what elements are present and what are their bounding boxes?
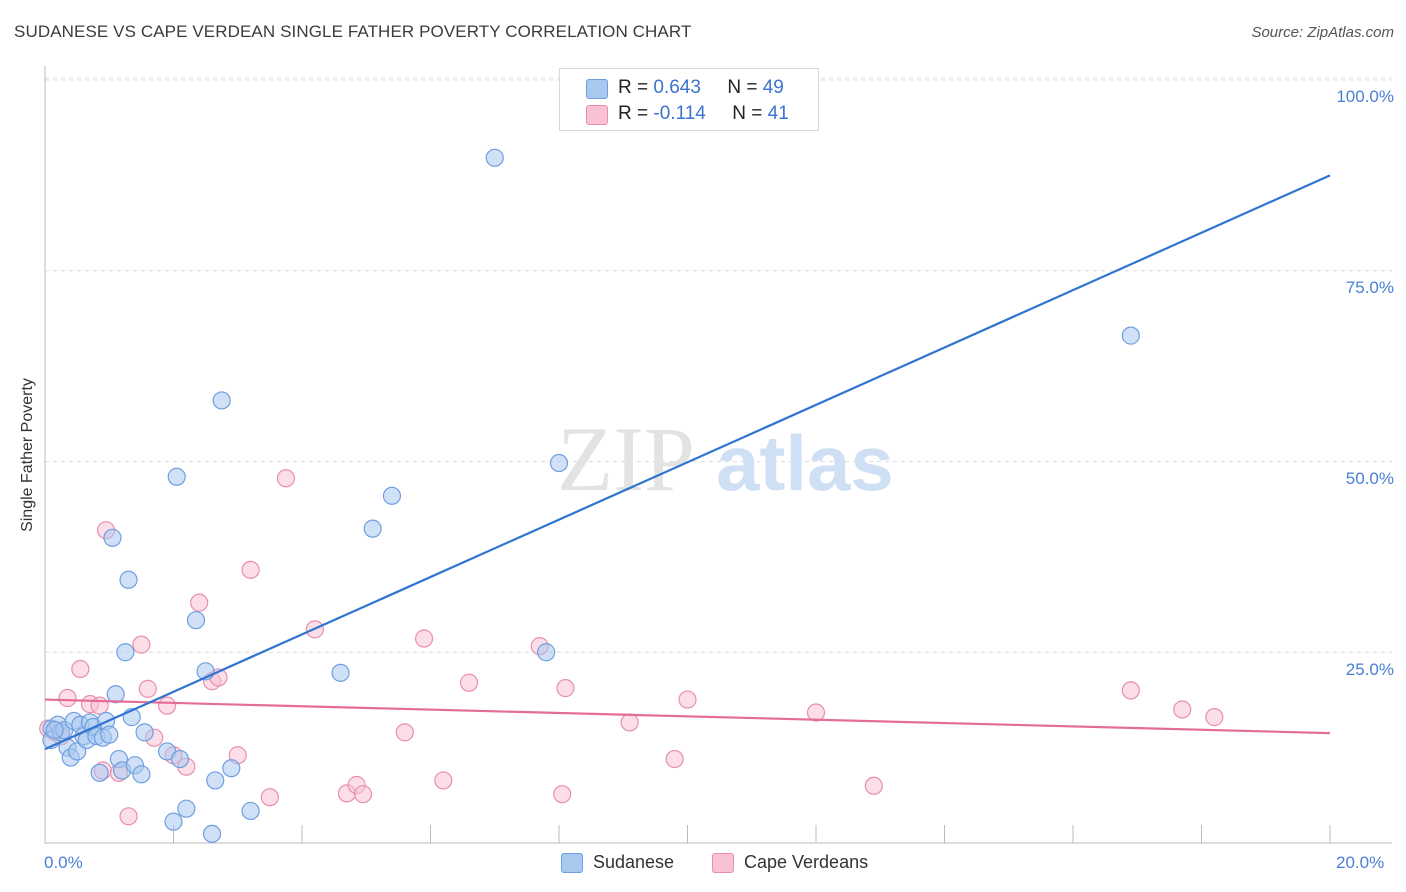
sudanese-point — [167, 467, 186, 486]
cape-verdean-point — [260, 788, 279, 807]
cape-verdean-point — [414, 629, 434, 648]
cape-verdean-point — [1121, 681, 1140, 700]
n-label: N = — [732, 103, 763, 124]
sudanese-point — [170, 749, 190, 769]
sudanese-point — [485, 148, 504, 167]
cape-verdeans-trend-line — [44, 698, 1331, 735]
sudanese-point — [164, 812, 183, 831]
n-value: 41 — [767, 103, 789, 124]
x-tick-label: 0.0% — [44, 853, 83, 872]
cape-verdean-point — [665, 749, 684, 769]
r-value: 0.643 — [653, 77, 701, 98]
sudanese-point — [45, 720, 64, 740]
sudanese-point — [103, 528, 122, 547]
cape-verdean-point — [864, 776, 883, 795]
watermark-atlas: atlas — [716, 419, 894, 507]
legend-swatch-blue — [561, 853, 583, 873]
watermark: ZIP atlas — [557, 408, 894, 510]
sudanese-point — [132, 765, 151, 784]
cape-verdean-point — [806, 703, 826, 722]
y-tick-label: 25.0% — [1345, 660, 1394, 679]
sudanese-point — [106, 685, 125, 704]
cape-verdean-point — [1205, 708, 1224, 727]
sudanese-point — [206, 771, 225, 790]
y-tick-label: 100.0% — [1336, 87, 1394, 106]
watermark-zip: ZIP — [557, 408, 695, 510]
trend-lines — [44, 174, 1331, 751]
sudanese-point — [119, 570, 138, 589]
x-tick-label: 20.0% — [1336, 853, 1385, 872]
stats-legend: R = 0.643 N = 49 R = -0.114 N = 41 — [559, 68, 819, 131]
cape-verdean-point — [190, 593, 209, 612]
legend-swatch-pink — [712, 853, 734, 873]
cape-verdean-point — [241, 560, 260, 579]
cape-verdean-point — [132, 635, 151, 654]
sudanese-point — [202, 824, 222, 843]
r-label: R = — [618, 103, 649, 124]
cape-verdean-point — [119, 807, 138, 826]
cape-verdean-point — [353, 785, 373, 804]
cape-verdean-point — [434, 771, 453, 790]
n-value: 49 — [762, 77, 784, 98]
sudanese-point — [363, 519, 382, 538]
legend-label: Cape Verdeans — [744, 852, 869, 872]
n-label: N = — [727, 77, 758, 98]
cape-verdean-point — [678, 690, 697, 709]
sudanese-point — [382, 486, 402, 505]
cape-verdean-point — [138, 679, 157, 698]
legend-swatch-pink — [586, 105, 608, 125]
r-label: R = — [618, 77, 649, 98]
cape-verdean-point — [459, 673, 479, 692]
cape-verdean-point — [395, 723, 414, 742]
cape-verdean-point — [58, 688, 77, 708]
sudanese-point — [331, 663, 350, 682]
sudanese-point — [212, 391, 231, 410]
sudanese-trend-line — [44, 174, 1331, 751]
cape-verdean-point — [276, 469, 296, 488]
sudanese-point — [241, 801, 260, 821]
y-axis-label: Single Father Poverty — [19, 378, 36, 532]
sudanese-point — [116, 643, 135, 662]
cape-verdean-point — [157, 696, 177, 715]
legend-swatch-blue — [586, 79, 608, 99]
legend-label: Sudanese — [593, 852, 675, 872]
axes — [44, 66, 1392, 844]
sudanese-point — [537, 643, 556, 662]
r-value: -0.114 — [653, 103, 706, 124]
y-tick-label: 75.0% — [1345, 278, 1394, 297]
cape-verdean-point — [71, 659, 90, 679]
y-tick-label: 50.0% — [1345, 469, 1394, 488]
cape-verdean-point — [556, 679, 575, 698]
chart-title: SUDANESE VS CAPE VERDEAN SINGLE FATHER P… — [14, 22, 692, 41]
sudanese-point — [177, 799, 196, 818]
cape-verdean-point — [620, 713, 639, 732]
source-credit: Source: ZipAtlas.com — [1251, 24, 1394, 41]
sudanese-point — [90, 763, 109, 782]
cape-verdean-point — [553, 785, 572, 804]
sudanese-point — [549, 453, 569, 473]
cape-verdean-point — [90, 696, 109, 715]
cape-verdean-point — [1173, 700, 1192, 719]
sudanese-point — [186, 611, 206, 630]
sudanese-point — [222, 759, 241, 778]
sudanese-point — [1121, 326, 1140, 345]
sudanese-points — [42, 148, 1140, 843]
sudanese-point — [135, 723, 154, 742]
sudanese-point — [100, 725, 119, 744]
